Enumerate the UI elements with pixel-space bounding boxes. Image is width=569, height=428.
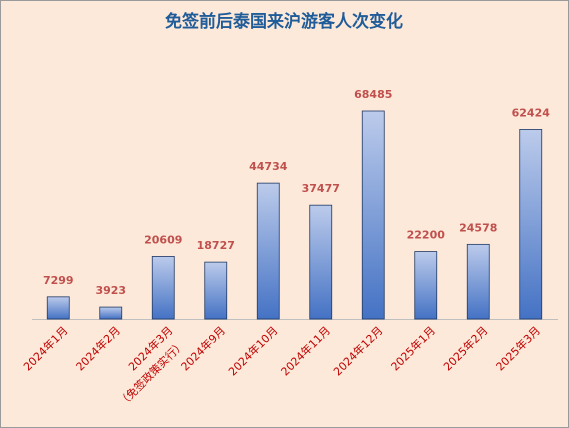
data-label: 20609 xyxy=(144,233,182,246)
data-label: 7299 xyxy=(43,274,74,287)
bar xyxy=(361,110,385,320)
data-label: 68485 xyxy=(354,88,392,101)
bar xyxy=(151,256,175,320)
data-label: 22200 xyxy=(407,229,446,242)
bar xyxy=(46,296,70,320)
data-label: 24578 xyxy=(459,221,497,234)
data-label: 37477 xyxy=(302,182,340,195)
data-label: 3923 xyxy=(95,284,126,297)
bar xyxy=(256,182,280,320)
bar xyxy=(466,243,490,320)
bar xyxy=(414,251,438,320)
data-label: 18727 xyxy=(197,239,235,252)
bar xyxy=(519,129,543,320)
bar xyxy=(99,306,123,320)
data-label: 44734 xyxy=(249,160,288,173)
bar xyxy=(204,261,228,320)
data-label: 62424 xyxy=(512,106,551,119)
bar xyxy=(309,204,333,320)
chart-title: 免签前后泰国来沪游客人次变化 xyxy=(165,11,403,32)
